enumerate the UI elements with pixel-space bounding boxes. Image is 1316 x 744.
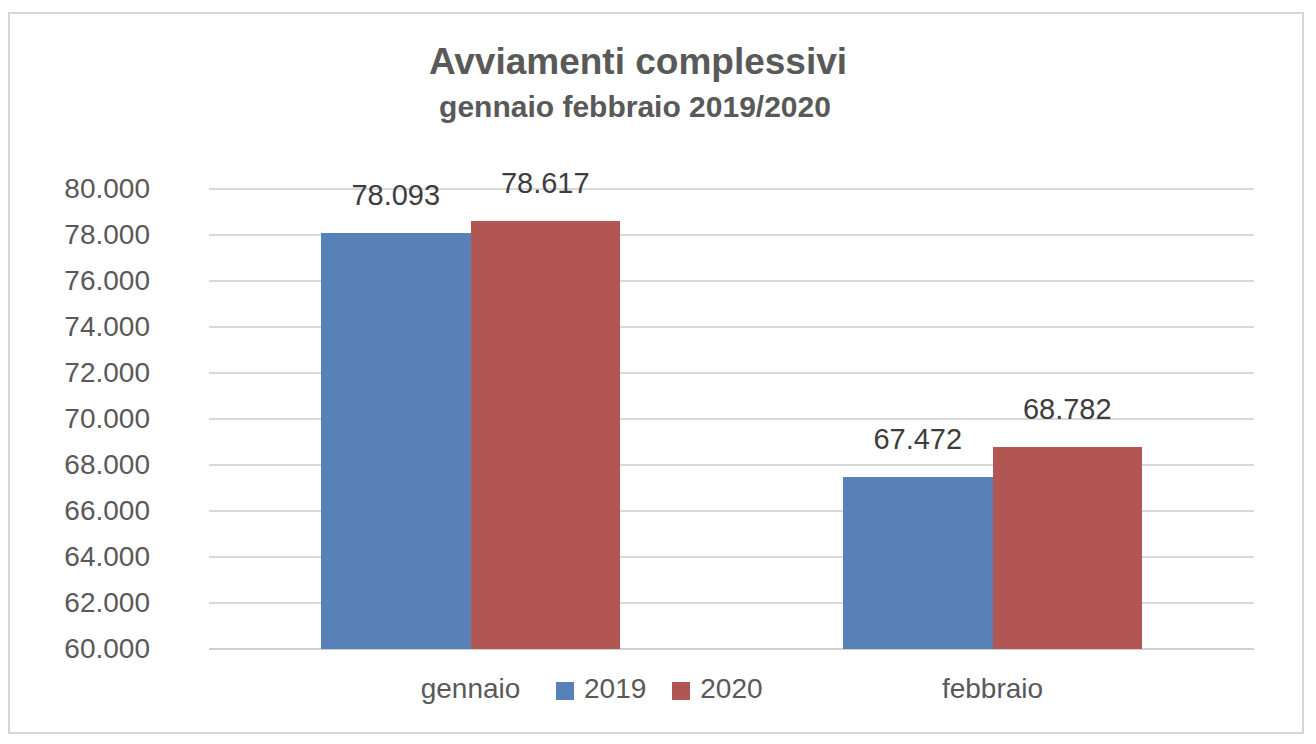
bar-2019-gennaio bbox=[321, 233, 471, 649]
data-label-2019-febbraio: 67.472 bbox=[843, 423, 993, 455]
y-tick-label: 78.000 bbox=[20, 218, 150, 252]
y-tick-label: 80.000 bbox=[20, 172, 150, 206]
bar-2019-febbraio bbox=[843, 477, 993, 649]
y-tick-label: 74.000 bbox=[20, 310, 150, 344]
y-tick-label: 60.000 bbox=[20, 632, 150, 666]
chart-title: Avviamenti complessivi bbox=[0, 42, 1276, 83]
legend-swatch-2019-icon bbox=[556, 682, 574, 700]
legend-entry-2020: 2020 bbox=[672, 672, 762, 706]
bar-2020-febbraio bbox=[993, 447, 1143, 649]
plot-area: 78.09378.61767.47268.782 bbox=[209, 189, 1254, 649]
bar-2020-gennaio bbox=[471, 221, 621, 649]
y-tick-label: 68.000 bbox=[20, 448, 150, 482]
data-label-2019-gennaio: 78.093 bbox=[321, 179, 471, 211]
data-label-2020-febbraio: 68.782 bbox=[993, 393, 1143, 425]
y-tick-label: 76.000 bbox=[20, 264, 150, 298]
legend-entry-2019: 2019 bbox=[556, 672, 646, 706]
y-tick-label: 70.000 bbox=[20, 402, 150, 436]
data-label-2020-gennaio: 78.617 bbox=[471, 167, 621, 199]
y-tick-label: 62.000 bbox=[20, 586, 150, 620]
y-tick-label: 66.000 bbox=[20, 494, 150, 528]
chart-subtitle: gennaio febbraio 2019/2020 bbox=[0, 90, 1270, 123]
legend: 2019 2020 bbox=[556, 672, 763, 706]
legend-swatch-2020-icon bbox=[672, 682, 690, 700]
legend-label-2019: 2019 bbox=[584, 672, 646, 706]
category-label-febbraio: febbraio bbox=[843, 672, 1143, 706]
legend-label-2020: 2020 bbox=[700, 672, 762, 706]
y-tick-label: 64.000 bbox=[20, 540, 150, 574]
y-tick-label: 72.000 bbox=[20, 356, 150, 390]
chart-canvas: Avviamenti complessivi gennaio febbraio … bbox=[0, 0, 1316, 744]
